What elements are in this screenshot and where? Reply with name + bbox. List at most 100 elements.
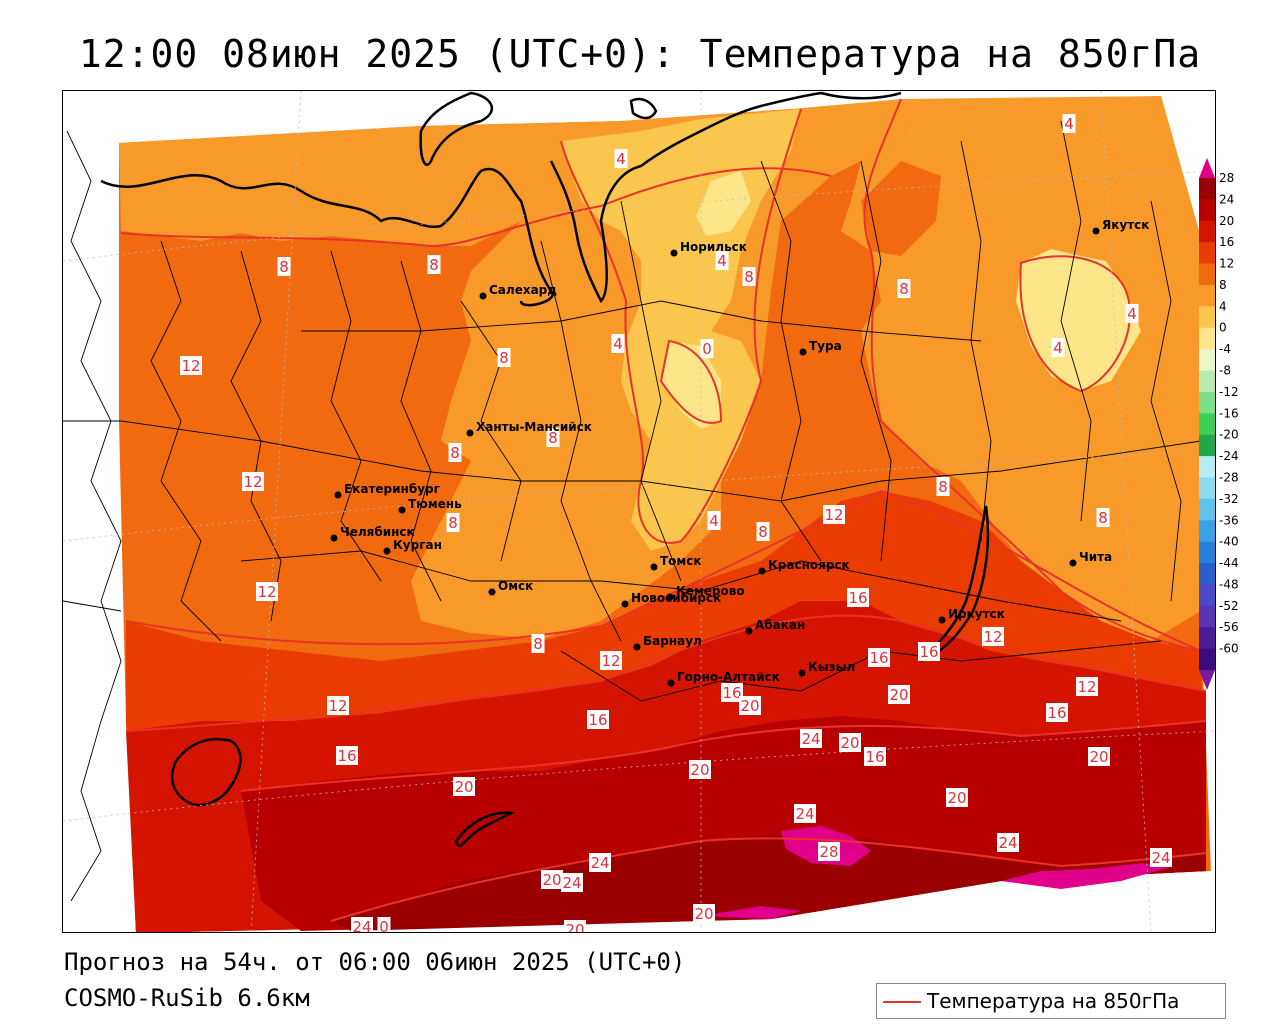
isotherm-4-west — [560, 140, 682, 544]
contour-label: 12 — [983, 628, 1002, 646]
city-marker[interactable] — [330, 534, 338, 542]
contour-label: 24 — [1151, 849, 1170, 867]
map-frame[interactable]: 4 4 8 8 4 8 8 4 4 0 4 12 8 8 8 12 8 12 8 8 4 8 12 16 8 12 16 16 12 12… — [62, 90, 1216, 933]
contour-label: 16 — [865, 748, 884, 766]
contour-label-box — [277, 257, 291, 276]
contour-label-box — [700, 339, 714, 358]
colorbar-cell — [1199, 434, 1215, 457]
city-marker[interactable] — [621, 600, 629, 608]
city-label: Новосибирск — [631, 591, 721, 605]
contour-label-box — [800, 729, 822, 748]
contour-label-box — [693, 904, 715, 923]
zone-below-0-north — [696, 171, 751, 236]
legend-label: Температура на 850гПа — [927, 989, 1180, 1013]
city-label: Челябинск — [340, 525, 415, 539]
colorbar-cell — [1199, 199, 1215, 222]
contour-label: 16 — [1047, 704, 1066, 722]
city-label: Тюмень — [408, 497, 462, 511]
contour-label: 20 — [565, 921, 584, 933]
colorbar-cell — [1199, 306, 1215, 329]
city-label: Горно-Алтайск — [677, 670, 780, 684]
city-marker[interactable] — [479, 292, 487, 300]
city-marker[interactable] — [398, 506, 406, 514]
city-marker[interactable] — [667, 679, 675, 687]
colorbar-tick-label: -44 — [1219, 556, 1239, 570]
isotherm-24 — [330, 837, 1207, 922]
contour-label: 16 — [919, 643, 938, 661]
contour-label-box — [541, 870, 563, 889]
city-marker[interactable] — [670, 249, 678, 257]
legend: Температура на 850гПа — [876, 983, 1226, 1019]
colorbar-cell — [1199, 263, 1215, 286]
city-marker[interactable] — [650, 563, 658, 571]
city-marker[interactable] — [466, 429, 474, 437]
graticule — [63, 91, 1215, 932]
contour-label: 24 — [795, 805, 814, 823]
city-marker[interactable] — [383, 547, 391, 555]
contour-label: 20 — [889, 686, 908, 704]
contour-label: 16 — [722, 684, 741, 702]
colorbar-cell — [1199, 477, 1215, 500]
contour-label: 12 — [181, 357, 200, 375]
novaya-zemlya — [419, 91, 494, 166]
contour-label: 0 — [379, 918, 389, 933]
contour-label: 20 — [454, 778, 473, 796]
contour-label-box — [180, 356, 202, 375]
colorbar-cell — [1199, 584, 1215, 607]
contour-label-box — [327, 696, 349, 715]
contour-label: 12 — [243, 473, 262, 491]
colorbar-cell — [1199, 391, 1215, 414]
colorbar-cell — [1199, 648, 1215, 671]
city-marker[interactable] — [666, 593, 674, 601]
city-marker[interactable] — [938, 616, 946, 624]
city-marker[interactable] — [1069, 559, 1077, 567]
contour-label-box — [1088, 747, 1110, 766]
contour-label-box — [448, 443, 462, 462]
contour-label-box — [888, 685, 910, 704]
city-label: Норильск — [680, 240, 747, 254]
colorbar-cell — [1199, 178, 1215, 200]
colorbar-tick-label: -24 — [1219, 449, 1239, 463]
contour-label-box — [739, 696, 761, 715]
city-marker[interactable] — [799, 348, 807, 356]
zone-8-12-pocket — [861, 161, 941, 256]
colorbar-cell — [1199, 327, 1215, 350]
colorbar-tick-label: -4 — [1219, 342, 1231, 356]
contour-label: 24 — [801, 730, 820, 748]
legend-line-swatch — [883, 1001, 921, 1003]
contour-label-box — [1076, 677, 1098, 696]
contour-label-box — [600, 651, 622, 670]
city-marker[interactable] — [334, 491, 342, 499]
contour-label-box — [864, 747, 886, 766]
contour-label-box — [1096, 508, 1110, 527]
zone-above-28-b — [1001, 863, 1171, 889]
contour-label: 4 — [1064, 115, 1074, 133]
isotherm-12 — [125, 489, 1202, 652]
city-marker[interactable] — [633, 643, 641, 651]
colorbar-tick-label: -20 — [1219, 428, 1239, 442]
contour-label: 24 — [590, 854, 609, 872]
city-marker[interactable] — [758, 567, 766, 575]
colorbar-cell — [1199, 520, 1215, 543]
taymyr-coast — [640, 91, 822, 168]
city-label: Екатеринбург — [344, 482, 440, 496]
contour-label: 20 — [840, 734, 859, 752]
city-marker[interactable] — [798, 669, 806, 677]
contour-label: 4 — [613, 335, 623, 353]
kara-sea-islands — [629, 97, 658, 120]
contour-label: 12 — [328, 697, 347, 715]
city-marker[interactable] — [745, 627, 753, 635]
contour-label-box — [868, 648, 890, 667]
contour-label: 24 — [998, 834, 1017, 852]
contour-label-box — [818, 842, 840, 861]
zone-4-8-east — [841, 96, 1201, 641]
contour-label-box — [823, 505, 845, 524]
contour-label-box — [847, 588, 869, 607]
temperature-colorbar: 28 24 20 16 12 8 4 0 -4 -8 -12 -16 -20 -24 -28 -32 -36 -4… — [1199, 158, 1239, 690]
colorbar-cell — [1199, 456, 1215, 478]
contour-label-box — [446, 513, 460, 532]
colorbar-cell — [1199, 627, 1215, 650]
city-label: Абакан — [755, 618, 805, 632]
city-marker[interactable] — [1092, 227, 1100, 235]
city-marker[interactable] — [488, 588, 496, 596]
